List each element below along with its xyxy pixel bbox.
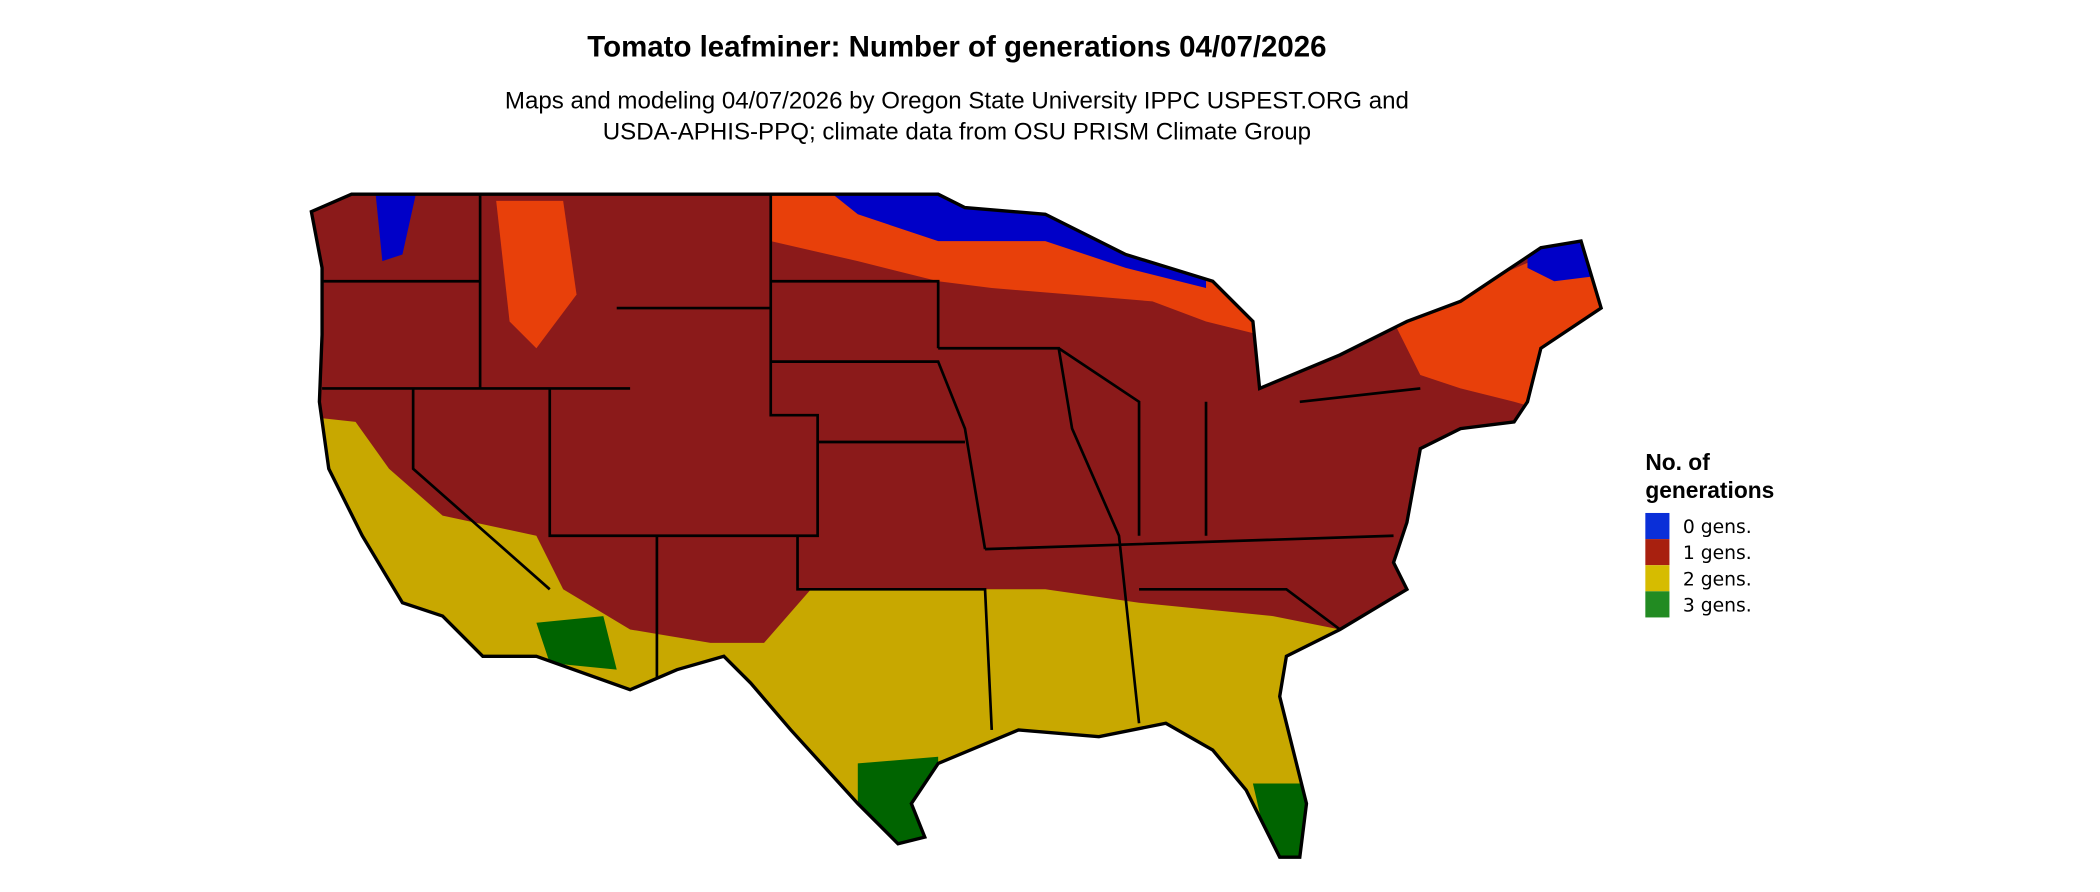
legend-title-line2: generations (1645, 477, 1774, 503)
legend-label: 2 gens. (1683, 569, 1752, 590)
legend-swatch (1645, 591, 1670, 618)
legend-label: 3 gens. (1683, 595, 1752, 616)
legend-items: 0 gens. 1 gens. 2 gens. 3 gens. (1645, 512, 1752, 618)
map-subtitle-line2: USDA-APHIS-PPQ; climate data from OSU PR… (603, 118, 1311, 145)
state-borders (322, 194, 1421, 731)
region-0-gen-maine (1527, 227, 1602, 282)
legend-swatch (1645, 565, 1670, 592)
region-1-gen-late-rockies (496, 200, 577, 349)
legend: No. of generations 0 gens. 1 gens. 2 gens.… (1645, 449, 1774, 618)
legend-swatch (1645, 539, 1670, 566)
region-0-gen-cascades (375, 194, 416, 262)
region-3-gen-arizona (536, 616, 617, 670)
legend-label: 0 gens. (1683, 517, 1752, 538)
legend-swatch (1645, 512, 1670, 540)
map-title: Tomato leafminer: Number of generations … (587, 30, 1326, 63)
map-subtitle-line1: Maps and modeling 04/07/2026 by Oregon S… (505, 87, 1409, 114)
legend-title-line1: No. of (1645, 449, 1710, 475)
legend-label: 1 gens. (1683, 543, 1752, 564)
us-map (311, 194, 1602, 858)
